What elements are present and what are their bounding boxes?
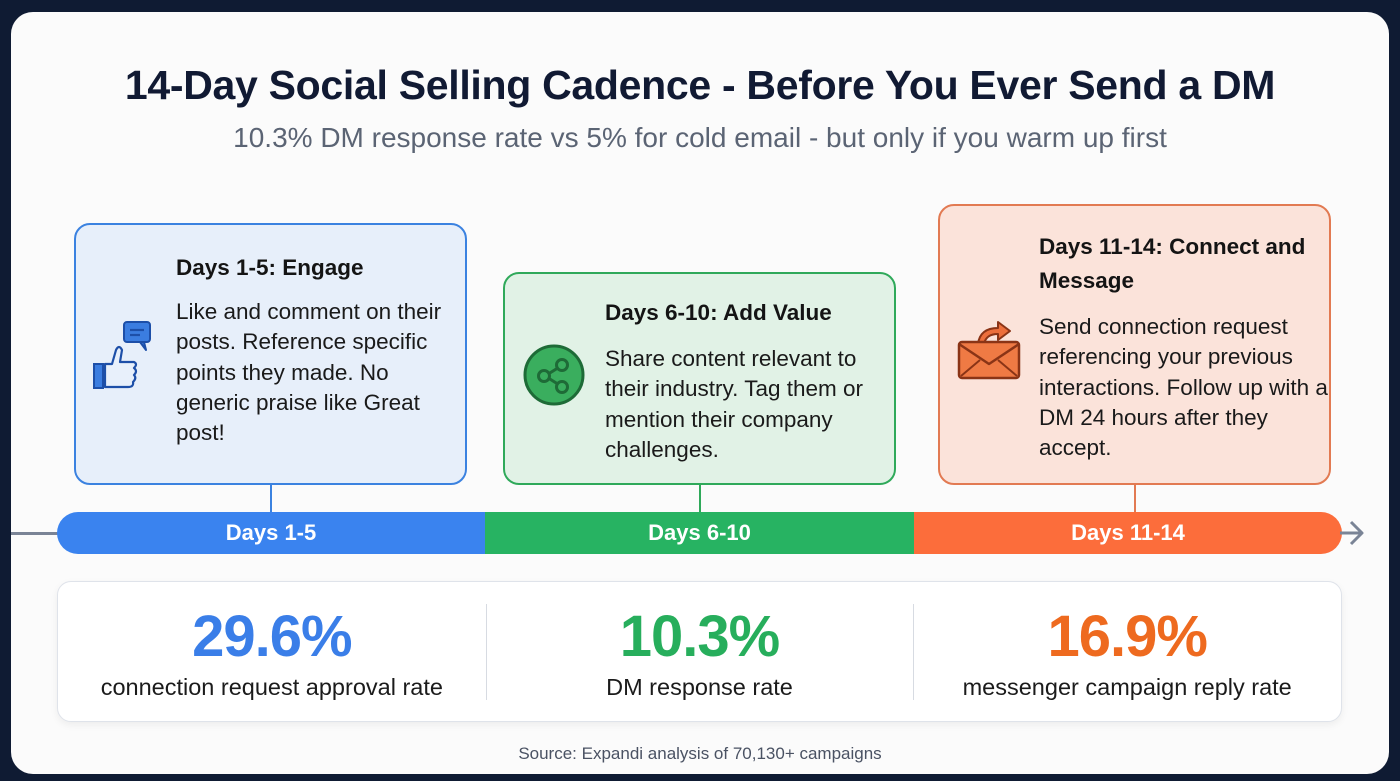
arrow-right-icon	[1340, 518, 1366, 553]
stat-messenger-reply-rate: 16.9% messenger campaign reply rate	[913, 582, 1341, 721]
phase-card-add-value: Days 6-10: Add Value Share content relev…	[503, 272, 896, 485]
source-citation: Source: Expandi analysis of 70,130+ camp…	[518, 744, 882, 763]
phase-description: Share content relevant to their industry…	[605, 346, 864, 462]
page-title: 14-Day Social Selling Cadence - Before Y…	[124, 62, 1276, 108]
phase-title: Days 1-5: Engage	[176, 255, 364, 280]
timeline-segment-days-6-10: Days 6-10	[485, 512, 914, 554]
share-icon	[523, 344, 585, 411]
stat-label: messenger campaign reply rate	[962, 674, 1292, 700]
stat-value: 16.9%	[1047, 604, 1207, 669]
stat-label: connection request approval rate	[100, 674, 443, 700]
timeline-axis-line	[11, 532, 61, 535]
phase-card-connect-message: Days 11-14: Connect and Message Send con…	[938, 204, 1331, 485]
timeline-bar: Days 1-5 Days 6-10 Days 11-14	[57, 512, 1342, 554]
connector-line-connect	[1134, 485, 1136, 513]
phase-description: Send connection request referencing your…	[1039, 314, 1328, 461]
phase-title: Days 6-10: Add Value	[605, 300, 832, 325]
page-subtitle: 10.3% DM response rate vs 5% for cold em…	[233, 122, 1167, 153]
envelope-send-icon	[956, 318, 1022, 385]
thumbs-up-comment-icon	[92, 320, 152, 395]
phase-title: Days 11-14: Connect and Message	[1039, 234, 1306, 293]
stats-panel: 29.6% connection request approval rate 1…	[57, 581, 1342, 722]
phase-description: Like and comment on their posts. Referen…	[176, 299, 442, 446]
phase-card-engage: Days 1-5: Engage Like and comment on the…	[74, 223, 467, 485]
stat-label: DM response rate	[606, 674, 793, 700]
stat-value: 29.6%	[192, 604, 352, 669]
stat-dm-response-rate: 10.3% DM response rate	[485, 582, 914, 721]
timeline-segment-days-1-5: Days 1-5	[57, 512, 485, 554]
timeline-segment-days-11-14: Days 11-14	[914, 512, 1342, 554]
connector-line-engage	[270, 485, 272, 513]
connector-line-add-value	[699, 485, 701, 513]
stat-approval-rate: 29.6% connection request approval rate	[58, 582, 486, 721]
stat-value: 10.3%	[619, 604, 780, 669]
